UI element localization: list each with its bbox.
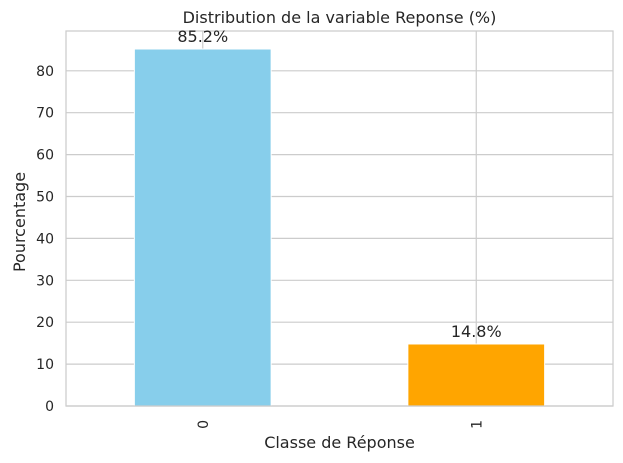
bar-0	[133, 48, 272, 407]
y-tick-label: 50	[36, 190, 54, 206]
chart-title: Distribution de la variable Reponse (%)	[183, 8, 497, 27]
plot-frame	[65, 30, 614, 407]
y-tick-label: 40	[36, 231, 54, 247]
plot-border	[65, 30, 614, 407]
y-tick-label: 70	[36, 106, 54, 122]
bar-1	[407, 343, 546, 407]
data-label-1: 14.8%	[451, 322, 502, 341]
y-axis-ticks: 0 10 20 30 40 50 60 70 80	[36, 64, 54, 415]
y-tick-label: 30	[36, 273, 54, 289]
data-label-0: 85.2%	[177, 27, 228, 46]
y-tick-label: 10	[36, 357, 54, 373]
y-tick-label: 0	[45, 399, 54, 415]
y-tick-label: 60	[36, 148, 54, 164]
x-tick-label-1: 1	[469, 420, 485, 429]
data-labels: 85.2% 14.8%	[177, 27, 501, 341]
y-axis-label: Pourcentage	[10, 172, 29, 272]
y-tick-label: 20	[36, 315, 54, 331]
x-tick-label-0: 0	[196, 420, 212, 429]
x-axis-label: Classe de Réponse	[264, 433, 415, 452]
bars	[133, 48, 546, 407]
y-tick-label: 80	[36, 64, 54, 80]
